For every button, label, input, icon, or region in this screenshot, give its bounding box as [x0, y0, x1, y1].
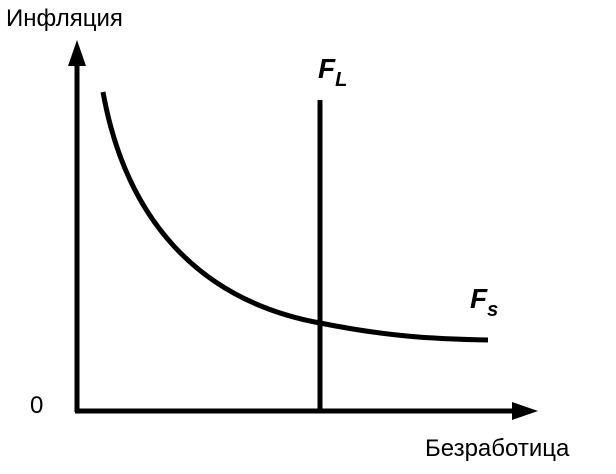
long-run-label: FL [318, 53, 347, 91]
short-run-curve [100, 91, 489, 343]
label-letter: F [470, 283, 488, 314]
y-axis-label: Инфляция [6, 5, 123, 32]
y-axis-arrow [68, 40, 86, 66]
x-axis-label: Безработица [425, 435, 570, 462]
label-subscript: L [335, 69, 347, 91]
x-axis-arrow [512, 402, 538, 420]
short-run-label: Fs [470, 283, 498, 321]
origin-label: 0 [30, 392, 43, 419]
label-subscript: s [487, 299, 498, 321]
label-letter: F [318, 53, 336, 84]
